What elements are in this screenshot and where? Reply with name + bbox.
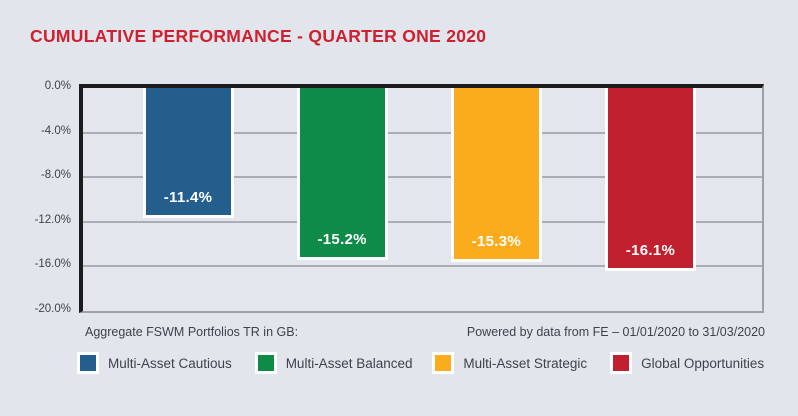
legend-swatch [254, 352, 277, 374]
bar-value-label: -15.2% [317, 231, 367, 249]
bar-global-opportunities: -16.1% [605, 88, 696, 271]
gridline [83, 220, 762, 223]
legend-swatch [610, 352, 633, 374]
legend-item-multi-asset-strategic: Multi-Asset Strategic [432, 351, 587, 375]
footnote-data-source: Powered by data from FE – 01/01/2020 to … [466, 325, 765, 339]
legend-item-multi-asset-cautious: Multi-Asset Cautious [77, 351, 232, 375]
bar-value-label: -11.4% [163, 189, 213, 207]
y-tick-label: 0.0% [44, 80, 71, 92]
legend-item-multi-asset-balanced: Multi-Asset Balanced [254, 351, 413, 375]
gridline [83, 131, 762, 134]
legend-label: Global Opportunities [641, 355, 765, 371]
plot-area: -11.4% -15.2% -15.3% -16.1% [79, 84, 764, 313]
bar-multi-asset-balanced: -15.2% [296, 88, 388, 261]
bar-multi-asset-strategic: -15.3% [450, 88, 542, 262]
y-tick-label: -12.0% [34, 213, 71, 226]
y-tick-label: -8.0% [40, 169, 71, 182]
legend-swatch [432, 352, 455, 374]
legend-swatch [77, 352, 99, 374]
legend-label: Multi-Asset Balanced [285, 355, 413, 371]
bar-value-label: -16.1% [625, 241, 676, 259]
legend: Multi-Asset Cautious Multi-Asset Balanced… [0, 351, 798, 377]
gridline [83, 176, 762, 179]
chart-title: CUMULATIVE PERFORMANCE - QUARTER ONE 202… [30, 26, 487, 46]
y-tick-label: -16.0% [34, 258, 71, 271]
gridline [83, 265, 762, 268]
legend-label: Multi-Asset Cautious [108, 355, 232, 371]
bar-multi-asset-cautious: -11.4% [142, 88, 234, 219]
bar-value-label: -15.3% [471, 232, 521, 250]
y-tick-label: -4.0% [40, 124, 71, 137]
y-tick-label: -20.0% [34, 303, 71, 315]
footnote-portfolios: Aggregate FSWM Portfolios TR in GB: [85, 325, 299, 339]
legend-item-global-opportunities: Global Opportunities [610, 351, 764, 375]
legend-label: Multi-Asset Strategic [463, 355, 588, 371]
